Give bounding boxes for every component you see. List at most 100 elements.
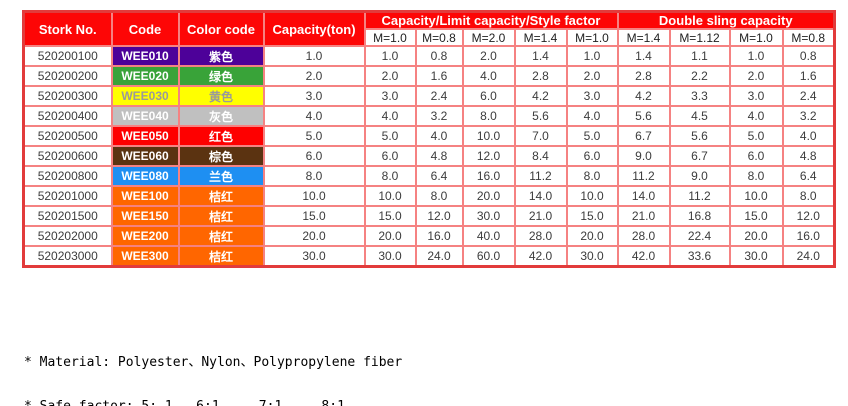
cell-capacity-value: 3.0	[363, 85, 417, 107]
cell-capacity-value: 1.6	[781, 65, 836, 87]
cell-stork-no: 520200100	[22, 45, 113, 67]
header-stork-no: Stork No.	[22, 10, 113, 47]
cell-capacity-value: 5.6	[668, 125, 731, 147]
cell-code: WEE050	[110, 125, 180, 147]
cell-stork-no: 520203000	[22, 245, 113, 268]
cell-color-name: 桔红	[177, 225, 265, 247]
cell-capacity-value: 2.0	[565, 65, 619, 87]
cell-capacity-value: 2.4	[414, 85, 464, 107]
subheader-m-value: M=0.8	[414, 28, 464, 47]
cell-capacity-value: 28.0	[513, 225, 568, 247]
header-capacity-ton: Capacity(ton)	[262, 10, 366, 47]
cell-capacity-value: 16.8	[668, 205, 731, 227]
cell-capacity-value: 2.0	[363, 65, 417, 87]
cell-color-name: 绿色	[177, 65, 265, 87]
cell-code: WEE100	[110, 185, 180, 207]
cell-capacity-value: 30.0	[363, 245, 417, 268]
cell-capacity-value: 8.0	[461, 105, 516, 127]
table-header: Stork No. Code Color code Capacity(ton) …	[22, 10, 836, 47]
cell-color-name: 棕色	[177, 145, 265, 167]
cell-code: WEE150	[110, 205, 180, 227]
cell-capacity-value: 10.0	[565, 185, 619, 207]
cell-capacity-value: 3.2	[781, 105, 836, 127]
cell-capacity-value: 6.0	[461, 85, 516, 107]
cell-capacity-value: 14.0	[616, 185, 671, 207]
cell-stork-no: 520201500	[22, 205, 113, 227]
cell-capacity: 4.0	[262, 105, 366, 127]
cell-capacity-value: 5.6	[616, 105, 671, 127]
table-row: 520200500 WEE050 红色 5.0 5.0 4.0 10.0 7.0 5.0 6.7 5…	[22, 125, 836, 147]
cell-code: WEE030	[110, 85, 180, 107]
cell-capacity-value: 6.0	[363, 145, 417, 167]
cell-capacity-value: 30.0	[461, 205, 516, 227]
cell-capacity-value: 0.8	[781, 45, 836, 67]
cell-capacity-value: 16.0	[781, 225, 836, 247]
cell-capacity-value: 4.2	[616, 85, 671, 107]
cell-capacity-value: 5.0	[565, 125, 619, 147]
table-row: 520200800 WEE080 兰色 8.0 8.0 6.4 16.0 11.2 8.0 11.…	[22, 165, 836, 187]
cell-color-name: 桔红	[177, 185, 265, 207]
cell-capacity: 10.0	[262, 185, 366, 207]
cell-capacity-value: 5.6	[513, 105, 568, 127]
footnotes: * Material: Polyester、Nylon、Polypropylen…	[24, 327, 402, 406]
cell-color-name: 桔红	[177, 245, 265, 268]
cell-capacity-value: 12.0	[461, 145, 516, 167]
cell-capacity-value: 21.0	[616, 205, 671, 227]
cell-capacity-value: 24.0	[781, 245, 836, 268]
cell-stork-no: 520200800	[22, 165, 113, 187]
cell-code: WEE020	[110, 65, 180, 87]
cell-capacity-value: 6.4	[781, 165, 836, 187]
cell-capacity-value: 1.4	[616, 45, 671, 67]
subheader-m-value: M=1.0	[565, 28, 619, 47]
cell-color-name: 桔红	[177, 205, 265, 227]
sling-capacity-table: Stork No. Code Color code Capacity(ton) …	[22, 10, 836, 268]
cell-capacity-value: 20.0	[728, 225, 784, 247]
note-safe-factor: * Safe factor: 5: 1 6:1 7:1 8:1	[24, 398, 345, 406]
cell-capacity-value: 15.0	[728, 205, 784, 227]
cell-code: WEE300	[110, 245, 180, 268]
cell-capacity-value: 4.0	[414, 125, 464, 147]
cell-capacity-value: 8.0	[728, 165, 784, 187]
cell-capacity-value: 4.2	[513, 85, 568, 107]
cell-capacity-value: 4.5	[668, 105, 731, 127]
cell-capacity-value: 1.0	[728, 45, 784, 67]
cell-capacity-value: 1.1	[668, 45, 731, 67]
cell-capacity-value: 4.0	[781, 125, 836, 147]
cell-capacity: 5.0	[262, 125, 366, 147]
subheader-m-value: M=1.4	[616, 28, 671, 47]
cell-code: WEE010	[110, 45, 180, 67]
cell-capacity-value: 30.0	[565, 245, 619, 268]
cell-capacity-value: 11.2	[668, 185, 731, 207]
cell-capacity-value: 16.0	[414, 225, 464, 247]
cell-color-name: 黄色	[177, 85, 265, 107]
cell-capacity-value: 22.4	[668, 225, 731, 247]
cell-capacity-value: 28.0	[616, 225, 671, 247]
cell-code: WEE040	[110, 105, 180, 127]
cell-capacity: 1.0	[262, 45, 366, 67]
cell-capacity-value: 8.0	[363, 165, 417, 187]
cell-capacity-value: 4.0	[728, 105, 784, 127]
cell-capacity-value: 5.0	[728, 125, 784, 147]
cell-capacity-value: 4.0	[565, 105, 619, 127]
cell-capacity-value: 1.0	[565, 45, 619, 67]
cell-capacity: 15.0	[262, 205, 366, 227]
cell-capacity-value: 15.0	[363, 205, 417, 227]
cell-capacity-value: 12.0	[414, 205, 464, 227]
cell-color-name: 兰色	[177, 165, 265, 187]
cell-capacity-value: 11.2	[513, 165, 568, 187]
table-row: 520200300 WEE030 黄色 3.0 3.0 2.4 6.0 4.2 3.0 4.2 3.…	[22, 85, 836, 107]
header-row-groups: Stork No. Code Color code Capacity(ton) …	[22, 10, 836, 47]
subheader-m-value: M=1.12	[668, 28, 731, 47]
cell-capacity-value: 8.0	[414, 185, 464, 207]
cell-capacity-value: 4.8	[781, 145, 836, 167]
cell-capacity-value: 10.0	[461, 125, 516, 147]
cell-capacity-value: 3.3	[668, 85, 731, 107]
cell-capacity-value: 1.4	[513, 45, 568, 67]
cell-capacity-value: 2.8	[513, 65, 568, 87]
cell-capacity-value: 8.4	[513, 145, 568, 167]
header-color-code: Color code	[177, 10, 265, 47]
cell-capacity-value: 4.8	[414, 145, 464, 167]
cell-capacity-value: 2.0	[728, 65, 784, 87]
cell-capacity-value: 2.2	[668, 65, 731, 87]
